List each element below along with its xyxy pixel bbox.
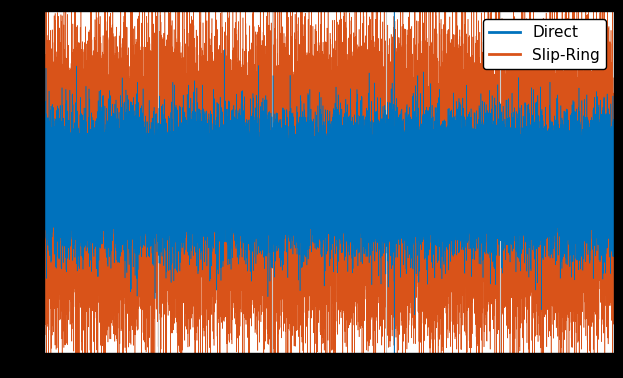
Slip-Ring [177, 99, 184, 103]
Direct [610, 135, 617, 140]
Legend: Direct, Slip-Ring: Direct, Slip-Ring [483, 19, 606, 69]
Line: Slip-Ring: Slip-Ring [44, 0, 614, 378]
Slip-Ring [463, 153, 470, 157]
Slip-Ring [610, 172, 617, 177]
Direct [349, 209, 356, 213]
Direct [383, 143, 391, 148]
Direct [258, 175, 265, 180]
Slip-Ring [258, 136, 265, 141]
Slip-Ring [78, 166, 86, 170]
Direct [78, 192, 86, 197]
Direct [463, 172, 470, 177]
Direct [40, 166, 47, 170]
Slip-Ring [349, 181, 356, 185]
Slip-Ring [383, 209, 391, 214]
Direct [177, 222, 184, 226]
Slip-Ring [40, 174, 47, 178]
Line: Direct: Direct [44, 0, 614, 378]
